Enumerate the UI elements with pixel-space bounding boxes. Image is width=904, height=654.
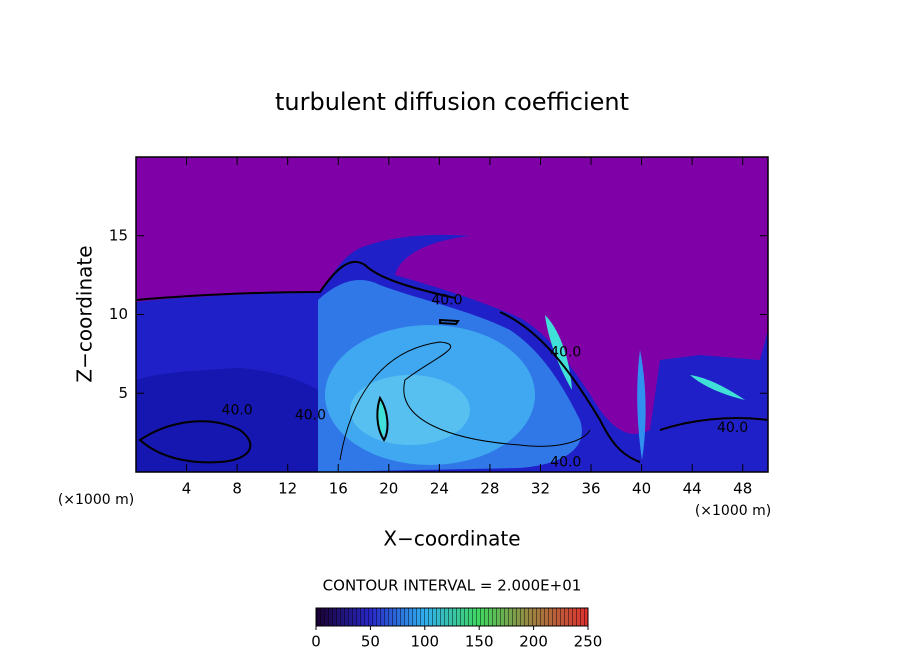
contour-label: 40.0: [431, 292, 462, 308]
contour-label: 40.0: [717, 420, 748, 436]
chart-title: turbulent diffusion coefficient: [275, 88, 629, 116]
contour-interval: CONTOUR INTERVAL = 2.000E+01: [323, 577, 582, 595]
x-axis-label: X−coordinate: [383, 527, 520, 551]
colorbar-tick-label: 250: [574, 633, 603, 651]
contour-label: 40.0: [550, 455, 581, 471]
y-tick-label: 5: [118, 384, 128, 402]
colorbar-stripes: [316, 608, 588, 626]
y-axis-label: Z−coordinate: [73, 245, 97, 382]
colorbar-tick-label: 200: [519, 633, 548, 651]
x-tick-label: 20: [379, 480, 398, 498]
colorbar-tick-label: 50: [361, 633, 380, 651]
contour-label: 40.0: [222, 403, 253, 419]
x-tick-label: 36: [581, 480, 600, 498]
x-tick-label: 44: [683, 480, 702, 498]
x-tick-label: 28: [480, 480, 499, 498]
colorbar-tick-label: 0: [311, 633, 321, 651]
y-tick-label: 15: [109, 226, 128, 244]
colorbar-frame: [315, 607, 589, 627]
y-unit: (×1000 m): [58, 492, 134, 508]
x-tick-label: 24: [430, 480, 449, 498]
contour-label: 40.0: [550, 344, 581, 360]
x-tick-label: 12: [278, 480, 297, 498]
x-tick-label: 48: [733, 480, 752, 498]
x-unit: (×1000 m): [695, 503, 771, 519]
x-tick-label: 40: [632, 480, 651, 498]
x-tick-label: 16: [329, 480, 348, 498]
contour-label: 40.0: [295, 407, 326, 423]
x-tick-label: 32: [531, 480, 550, 498]
colorbar-tick-label: 100: [410, 633, 439, 651]
y-tick-label: 10: [109, 305, 128, 323]
x-tick-label: 8: [232, 480, 242, 498]
x-tick-label: 4: [182, 480, 192, 498]
field: [136, 157, 768, 472]
colorbar-tick-label: 150: [465, 633, 494, 651]
